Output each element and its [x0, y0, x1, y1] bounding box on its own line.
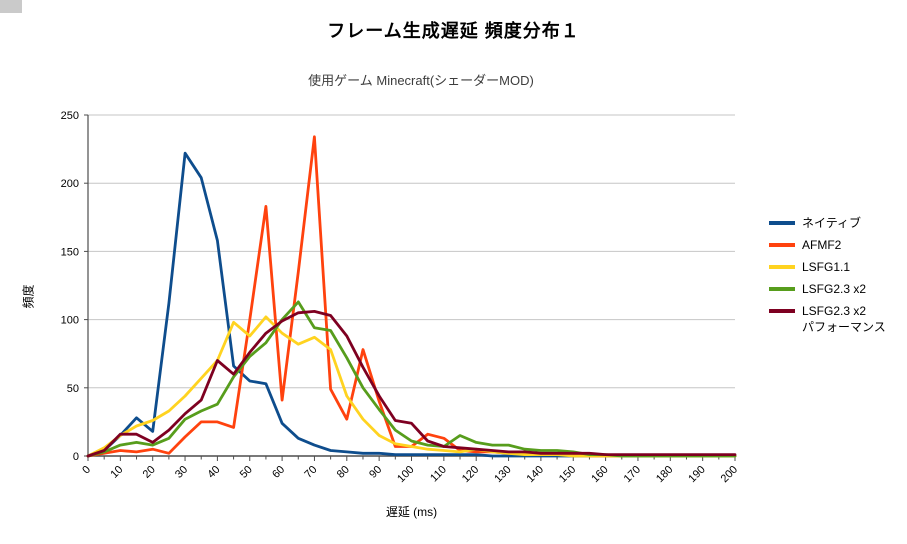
- x-tick-label: 120: [460, 464, 481, 485]
- legend-item: AFMF2: [769, 237, 886, 253]
- series-line-AFMF2: [86, 135, 737, 458]
- y-tick-label: 50: [67, 383, 79, 395]
- legend-item: LSFG2.3 x2 パフォーマンス: [769, 303, 886, 335]
- x-tick-label: 50: [238, 464, 255, 481]
- legend-label: LSFG1.1: [802, 260, 851, 274]
- x-tick-label: 180: [654, 464, 675, 485]
- series-line-LSFG2.3 x2: [86, 309, 737, 458]
- y-tick-label: 200: [61, 178, 79, 190]
- x-tick-label: 160: [589, 464, 610, 485]
- series-line-ネイティブ: [86, 151, 737, 458]
- screen-corner-artifact: [0, 0, 22, 13]
- chart-subtitle: 使用ゲーム Minecraft(シェーダーMOD): [308, 73, 534, 88]
- x-axis-title: 遅延 (ms): [385, 505, 438, 519]
- x-tick-label: 100: [395, 464, 416, 485]
- x-tick-label: 80: [335, 464, 352, 481]
- legend-swatch: [769, 287, 795, 291]
- x-tick-label: 190: [686, 464, 707, 485]
- x-tick-label: 0: [80, 464, 93, 477]
- legend-item: ネイティブ: [769, 215, 886, 231]
- legend-item: LSFG2.3 x2: [769, 281, 886, 297]
- x-tick-label: 90: [367, 464, 384, 481]
- legend-swatch: [769, 265, 795, 269]
- x-tick-label: 20: [141, 464, 158, 481]
- x-tick-label: 70: [302, 464, 319, 481]
- x-tick-label: 150: [557, 464, 578, 485]
- x-tick-label: 60: [270, 464, 287, 481]
- legend-swatch: [769, 309, 795, 313]
- series-line-LSFG2.3 x2: [86, 300, 737, 458]
- x-tick-label: 10: [108, 464, 125, 481]
- y-tick-label: 150: [61, 246, 79, 258]
- legend-label: LSFG2.3 x2: [802, 282, 867, 296]
- x-tick-label: 30: [173, 464, 190, 481]
- legend-swatch: [769, 243, 795, 247]
- chart-legend: ネイティブ AFMF2 LSFG1.1 LSFG2.3 x2 LSFG2.3 x2 パフ…: [769, 215, 886, 341]
- x-tick-label: 140: [525, 464, 546, 485]
- x-tick-label: 170: [622, 464, 643, 485]
- legend-label: AFMF2: [802, 238, 842, 252]
- x-tick-label: 40: [205, 464, 222, 481]
- x-tick-label: 110: [428, 464, 449, 485]
- chart-title: フレーム生成遅延 頻度分布１: [327, 21, 580, 41]
- y-tick-label: 100: [61, 315, 79, 327]
- legend-swatch: [769, 221, 795, 225]
- y-tick-label: 0: [73, 451, 79, 463]
- legend-item: LSFG1.1: [769, 259, 886, 275]
- y-tick-label: 250: [61, 110, 79, 122]
- legend-label: ネイティブ: [802, 216, 862, 230]
- legend-label: LSFG2.3 x2 パフォーマンス: [802, 304, 886, 334]
- x-tick-label: 200: [719, 464, 740, 485]
- x-tick-label: 130: [492, 464, 513, 485]
